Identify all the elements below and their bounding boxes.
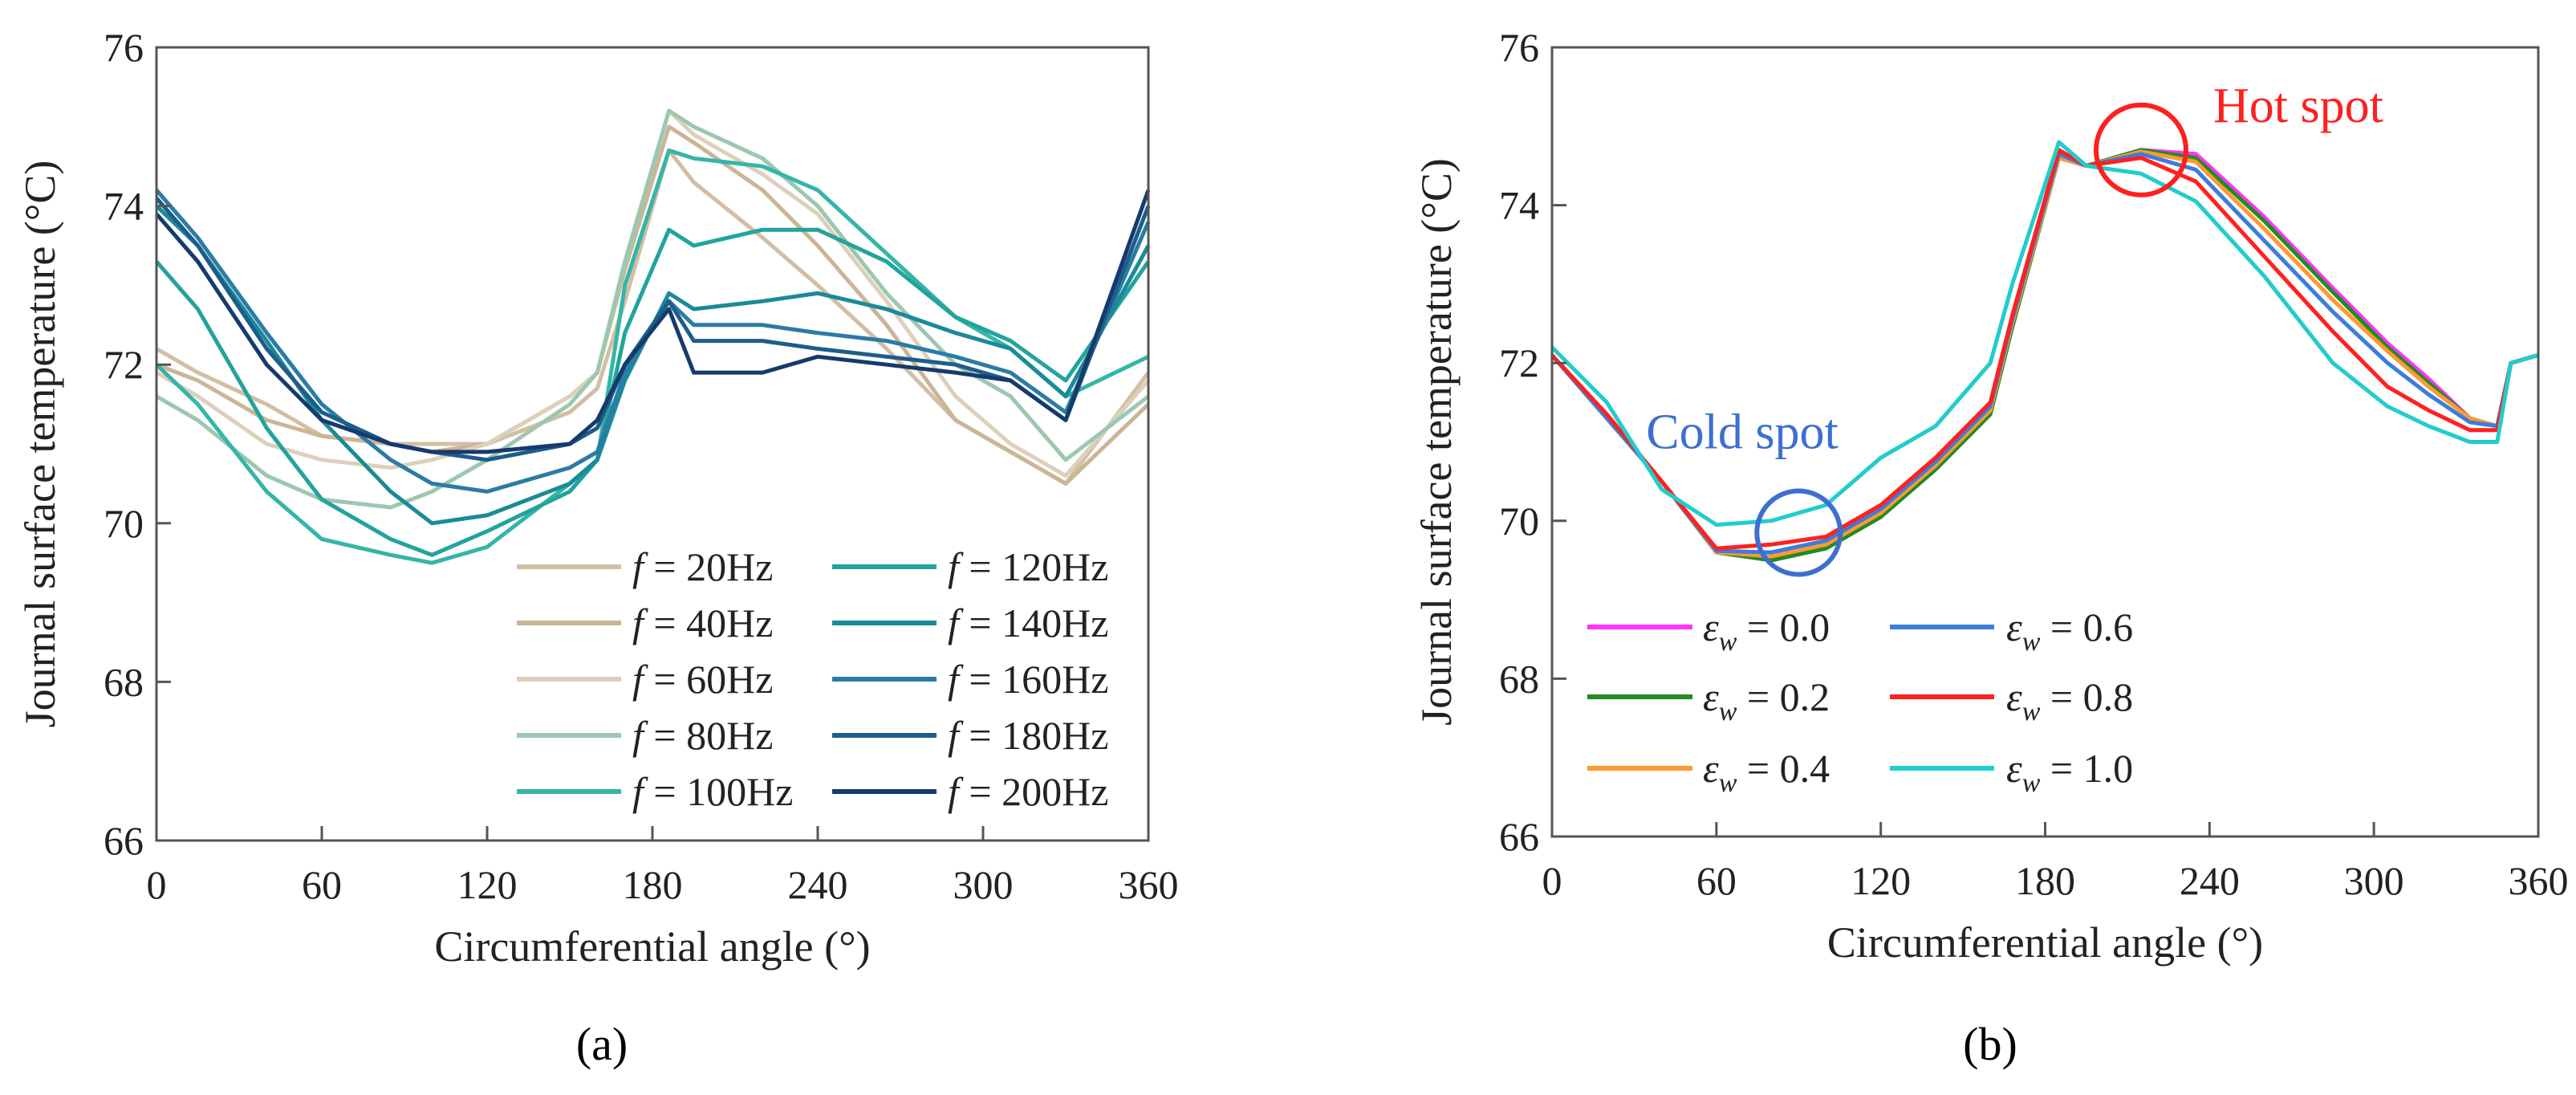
legend-label: f = 140Hz [948, 600, 1108, 645]
y-tick-label: 66 [104, 818, 144, 863]
legend-label: εw = 1.0 [2006, 746, 2133, 798]
legend-item: εw = 0.8 [1890, 674, 2133, 727]
legend-label: εw = 0.0 [1703, 604, 1830, 657]
y-tick-label: 72 [1499, 340, 1539, 385]
y-tick-label: 70 [104, 501, 144, 546]
y-axis-title: Journal surface temperature (°C) [1412, 158, 1461, 726]
series-line-2 [1550, 149, 2539, 559]
x-tick-label: 0 [1542, 858, 1562, 903]
legend-item: f = 80Hz [517, 713, 773, 758]
x-tick-label: 180 [2015, 858, 2075, 903]
legend-item: f = 200Hz [832, 769, 1108, 814]
x-tick-label: 240 [2180, 858, 2240, 903]
legend-label: f = 120Hz [948, 544, 1108, 589]
legend-label: εw = 0.4 [1703, 746, 1830, 798]
hot-spot-label: Hot spot [2213, 79, 2383, 133]
panel-a-label: (a) [576, 1018, 628, 1070]
cold-spot-circle [1754, 488, 1843, 577]
x-tick-label: 0 [147, 862, 167, 907]
legend-label: εw = 0.8 [2006, 674, 2133, 727]
series-line-4 [1550, 148, 2539, 551]
series-line-5 [1550, 140, 2539, 527]
cold-spot-label: Cold spot [1646, 405, 1838, 460]
legend-item: f = 100Hz [517, 769, 793, 814]
legend-item: f = 60Hz [517, 657, 773, 702]
legend-item: εw = 0.2 [1587, 674, 1830, 727]
legend-label: f = 200Hz [948, 769, 1108, 814]
series-line-9 [155, 189, 1151, 454]
legend-item: f = 160Hz [832, 657, 1108, 702]
legend-label: f = 100Hz [632, 769, 793, 814]
y-tick-label: 74 [104, 184, 144, 229]
y-tick-label: 76 [104, 25, 144, 70]
hot-spot-circle [2093, 102, 2188, 197]
legend-item: f = 120Hz [832, 544, 1108, 589]
x-tick-label: 240 [788, 862, 848, 907]
y-axis-title: Journal surface temperature (°C) [16, 161, 64, 728]
x-tick-label: 360 [1119, 862, 1179, 907]
y-tick-label: 66 [1499, 814, 1539, 859]
panel-a-chart: 0 60 120 180 240 300 360 66 68 70 72 74 76 Circumfere… [16, 25, 1179, 971]
x-tick-label: 120 [1851, 858, 1911, 903]
panel-b-label: (b) [1963, 1018, 2017, 1070]
legend-label: f = 20Hz [632, 544, 773, 589]
legend-label: f = 40Hz [632, 600, 773, 645]
legend-item: f = 40Hz [517, 600, 773, 645]
y-tick-label: 68 [104, 659, 144, 704]
x-tick-label: 360 [2509, 858, 2569, 903]
y-tick-label: 76 [1499, 25, 1539, 70]
x-tick-label: 300 [2344, 858, 2404, 903]
legend-label: f = 180Hz [948, 713, 1108, 758]
legend-label: f = 60Hz [632, 657, 773, 702]
y-tick-label: 68 [1499, 656, 1539, 701]
series-line-1 [156, 124, 1150, 486]
legend-item: f = 180Hz [832, 713, 1108, 758]
y-tick-label: 74 [1499, 183, 1539, 228]
y-tick-label: 72 [104, 342, 144, 387]
x-tick-label: 180 [623, 862, 683, 907]
legend-item: εw = 0.0 [1587, 604, 1830, 657]
legend-label: f = 80Hz [632, 713, 773, 758]
legend-item: f = 20Hz [517, 544, 773, 589]
series-line-3 [155, 108, 1150, 510]
x-tick-label: 300 [953, 862, 1014, 907]
legend-label: f = 160Hz [948, 657, 1108, 702]
y-tick-label: 70 [1499, 499, 1539, 543]
legend-item: εw = 1.0 [1890, 746, 2133, 798]
x-tick-label: 60 [302, 862, 342, 907]
series-line-7 [155, 189, 1151, 494]
legend-item: f = 140Hz [832, 600, 1108, 645]
legend-item: εw = 0.4 [1587, 746, 1830, 798]
legend-label: εw = 0.6 [2006, 604, 2133, 657]
series-line-5 [155, 227, 1151, 557]
x-tick-label: 60 [1696, 858, 1737, 903]
legend-label: εw = 0.2 [1703, 674, 1830, 727]
legend-item: εw = 0.6 [1890, 604, 2133, 657]
legend: εw = 0.0 εw = 0.2 εw = 0.4 εw = 0.6 εw = 0.8… [1587, 604, 2133, 798]
x-axis-title: Circumferential angle (°) [434, 922, 870, 971]
legend: f = 20Hz f = 40Hz f = 60Hz f = 80Hz f = 100H… [517, 544, 1108, 814]
x-tick-label: 120 [457, 862, 518, 907]
panel-b-chart: 0 60 120 180 240 300 360 66 68 70 72 74 76 Circumfere… [1412, 25, 2569, 967]
x-axis-title: Circumferential angle (°) [1827, 918, 2263, 967]
